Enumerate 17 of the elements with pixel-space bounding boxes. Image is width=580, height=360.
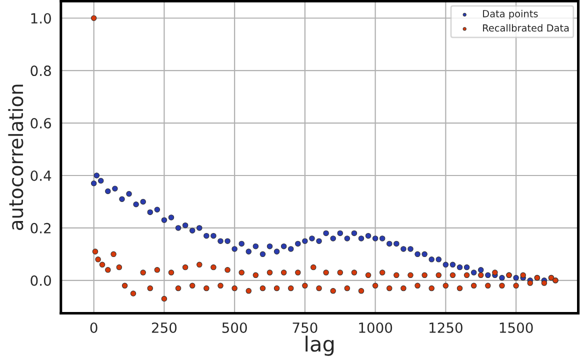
- x-tick-label: 1250: [430, 322, 462, 333]
- y-tick-label: 0.4: [30, 170, 52, 181]
- x-tick-label: 750: [292, 322, 318, 333]
- x-tick-label: 500: [222, 322, 247, 333]
- y-tick-label: 0.2: [30, 222, 50, 234]
- legend-label: Data points: [483, 10, 538, 20]
- x-tick-label: 1000: [359, 322, 392, 333]
- legend-label: Recallbrated Data: [483, 24, 569, 32]
- x-tick-label: 0: [90, 322, 98, 333]
- x-tick-label: 1500: [500, 322, 533, 333]
- y-tick-label: 0.8: [30, 66, 51, 76]
- x-axis-title: lag: [306, 336, 334, 356]
- x-tick-label: 250: [152, 322, 177, 333]
- y-tick-label: 0.0: [30, 275, 51, 286]
- y-axis-title: autocorrelation: [8, 84, 24, 230]
- y-tick-label: 0.6: [30, 118, 51, 129]
- y-tick-label: 1.0: [31, 13, 51, 24]
